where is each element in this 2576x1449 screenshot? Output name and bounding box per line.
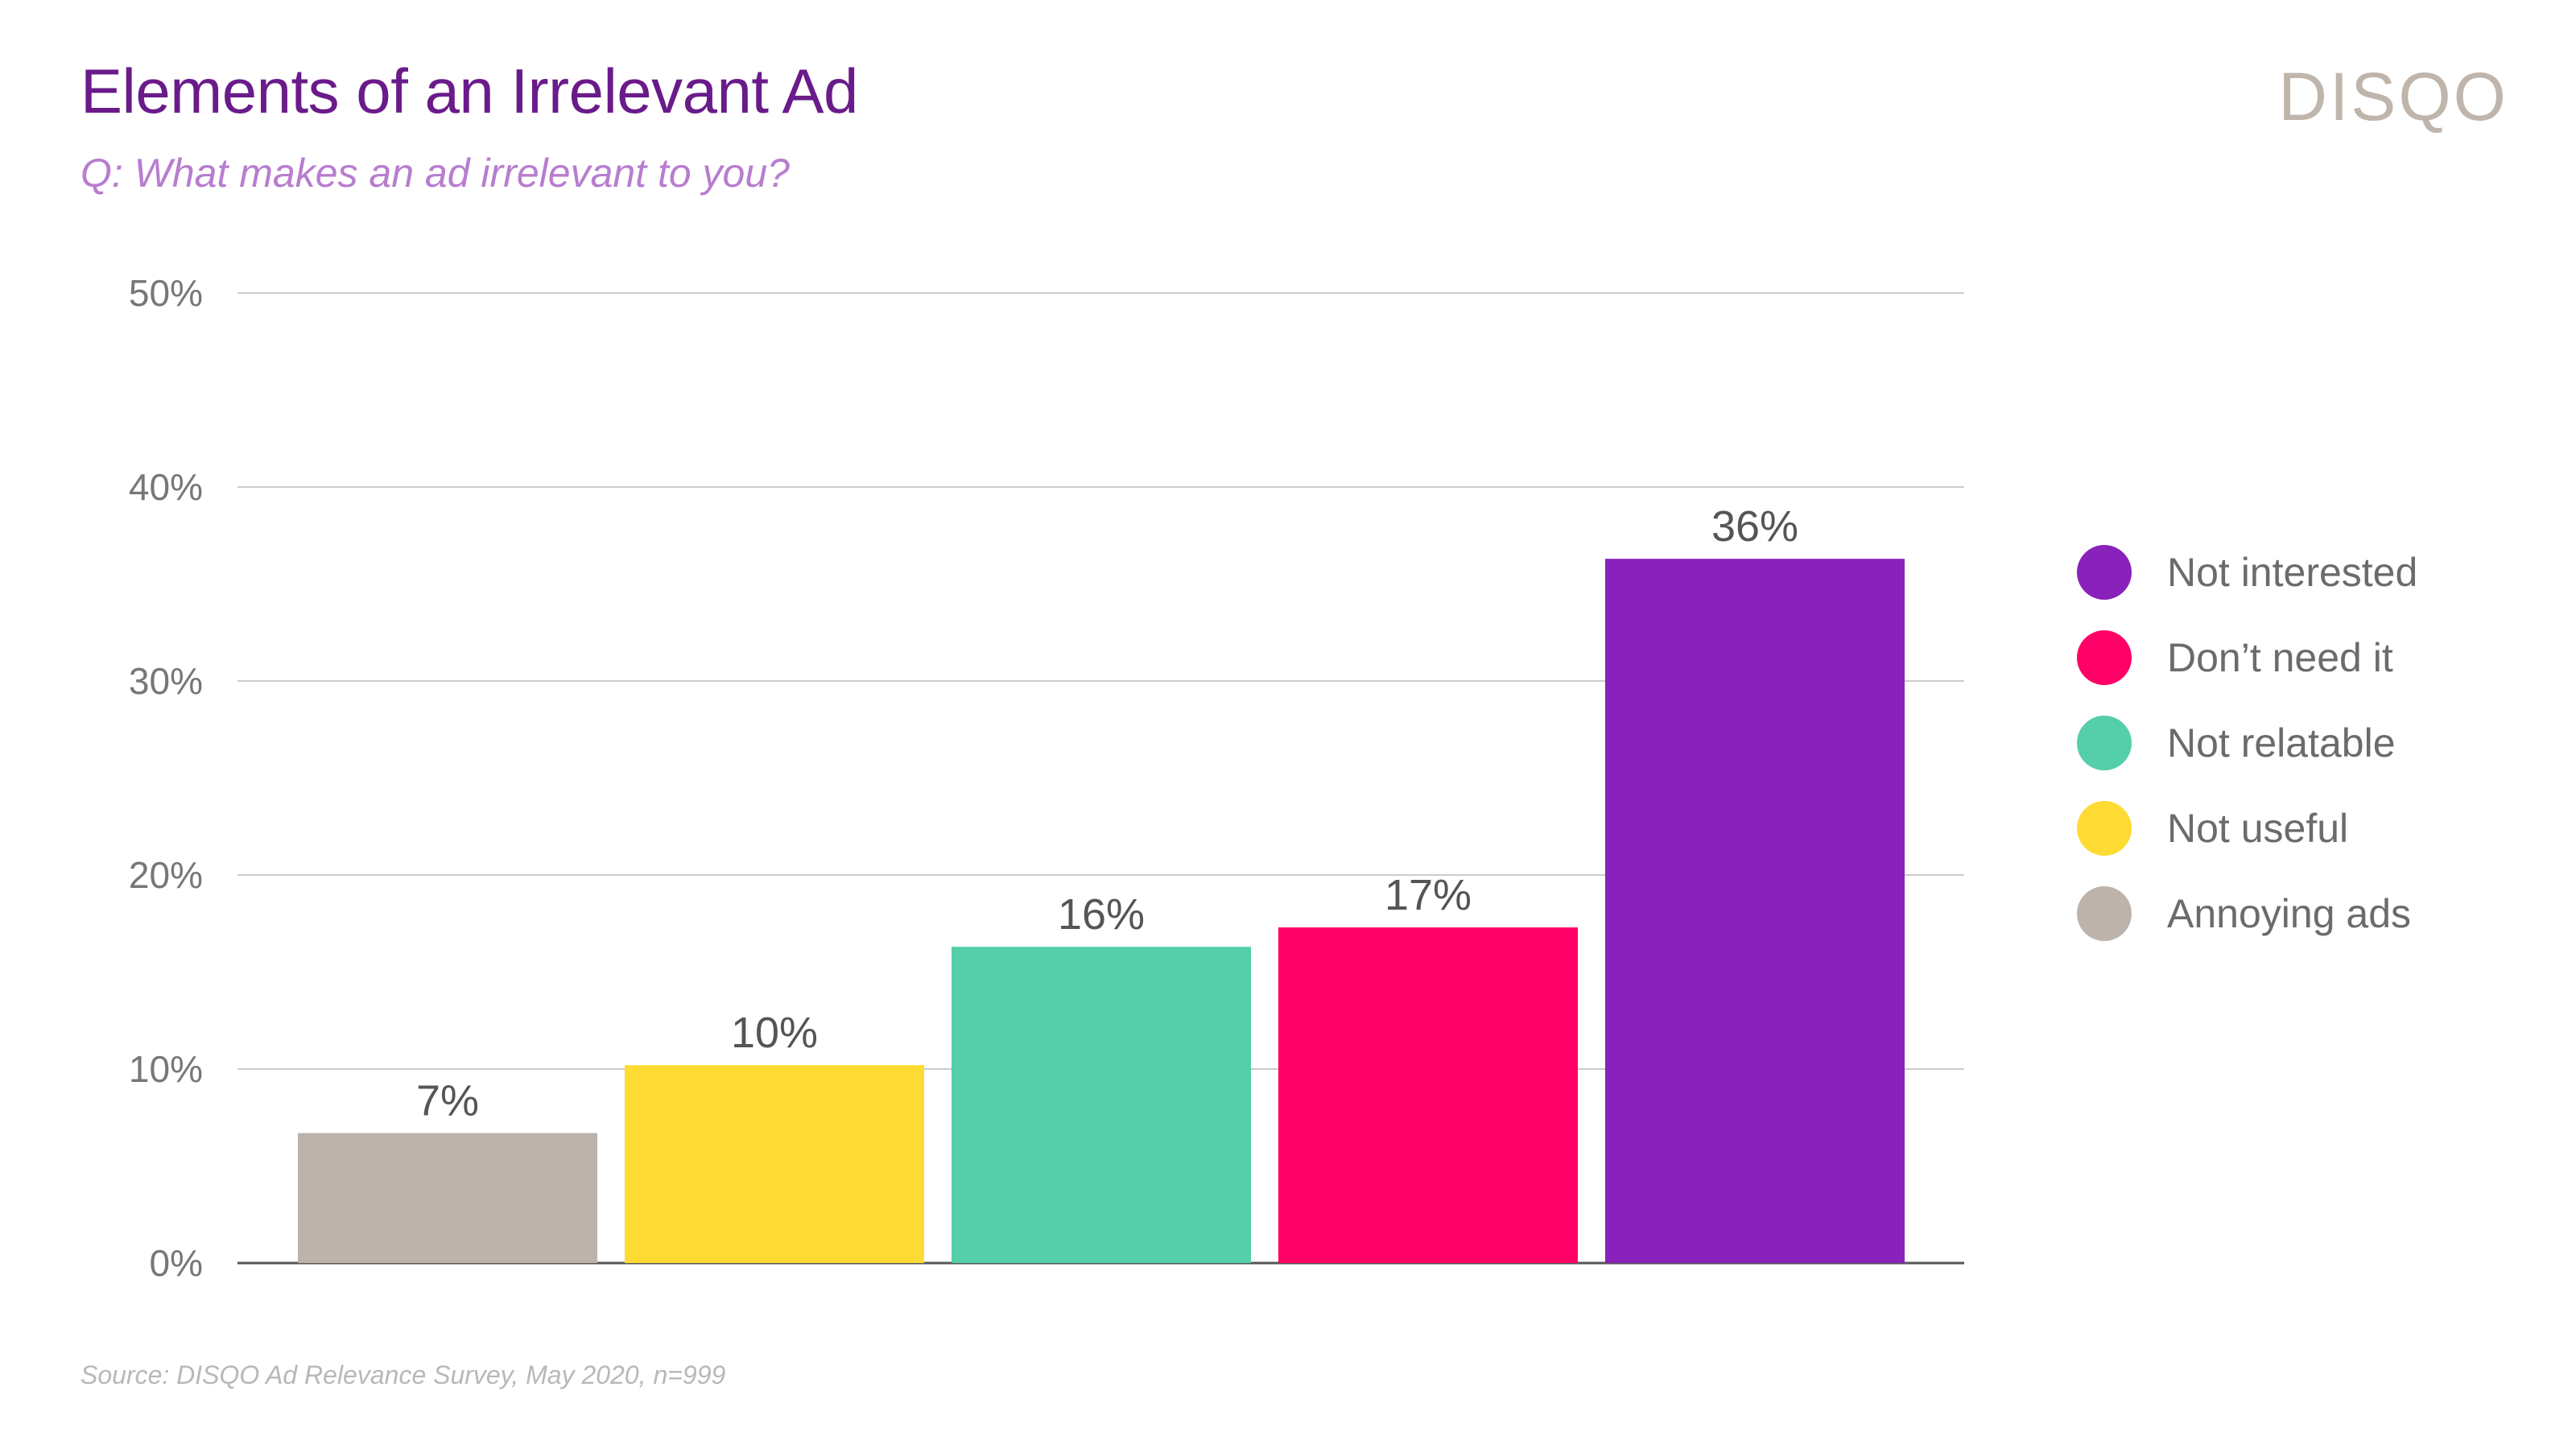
y-tick-label: 0% [150, 1242, 203, 1284]
chart-subtitle: Q: What makes an ad irrelevant to you? [80, 151, 790, 196]
bar-don-t-need-it [1278, 927, 1578, 1263]
legend-item-not-relatable: Not relatable [2077, 700, 2417, 786]
legend-swatch [2077, 801, 2132, 856]
bar-annoying-ads [298, 1133, 597, 1263]
bar-value-label: 7% [416, 1077, 479, 1125]
legend-label: Not relatable [2167, 720, 2396, 766]
legend-label: Don’t need it [2167, 635, 2393, 680]
legend-label: Not useful [2167, 806, 2349, 851]
y-tick-label: 40% [129, 466, 203, 508]
legend-item-not-useful: Not useful [2077, 786, 2417, 871]
bar-value-label: 10% [731, 1009, 818, 1057]
legend-label: Annoying ads [2167, 891, 2412, 936]
y-tick-label: 20% [129, 854, 203, 896]
legend: Not interested Don’t need it Not relatab… [2077, 530, 2417, 956]
legend-label: Not interested [2167, 550, 2418, 595]
legend-swatch [2077, 630, 2132, 685]
legend-swatch [2077, 716, 2132, 770]
legend-swatch [2077, 545, 2132, 600]
bar-value-label: 36% [1711, 502, 1798, 551]
bar-not-relatable [952, 947, 1251, 1263]
bar-value-label: 17% [1385, 871, 1472, 919]
disqo-logo: DISQO [2278, 59, 2508, 134]
y-tick-label: 30% [129, 660, 203, 702]
legend-swatch [2077, 886, 2132, 941]
legend-item-dont-need-it: Don’t need it [2077, 615, 2417, 700]
chart-title: Elements of an Irrelevant Ad [80, 56, 858, 126]
legend-item-not-interested: Not interested [2077, 530, 2417, 615]
value-labels: 7% 10% 16% 17% 36% [416, 502, 1798, 1125]
legend-item-annoying-ads: Annoying ads [2077, 871, 2417, 956]
source-note: Source: DISQO Ad Relevance Survey, May 2… [80, 1360, 726, 1389]
y-tick-label: 50% [129, 272, 203, 314]
bar-not-interested [1605, 559, 1905, 1263]
bar-not-useful [625, 1065, 924, 1263]
bars [298, 559, 1905, 1263]
y-tick-label: 10% [129, 1048, 203, 1090]
bar-value-label: 16% [1058, 890, 1145, 939]
